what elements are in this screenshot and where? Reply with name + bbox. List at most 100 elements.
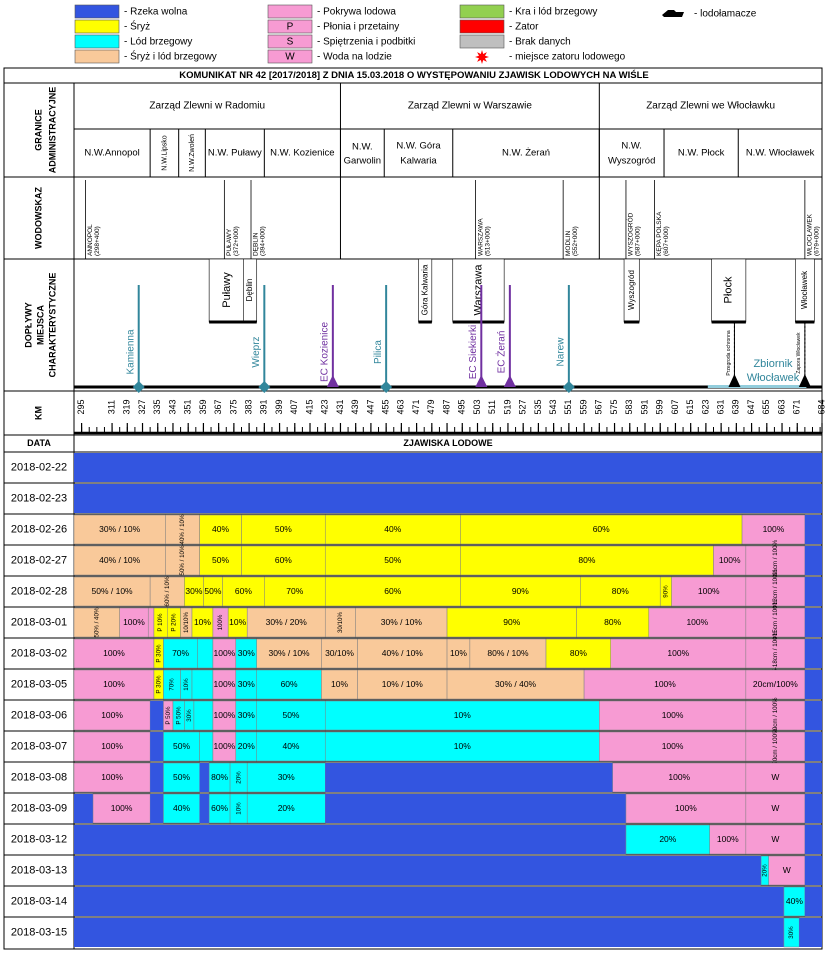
km-tick-label: 447 (365, 399, 375, 414)
segment-label: 30% (185, 586, 202, 596)
day-row: 2018-03-09 100% 40% 60% 10% 20% 100% W (11, 793, 822, 824)
day-date: 2018-02-28 (11, 585, 67, 597)
km-tick-label: 527 (518, 399, 528, 414)
km-tick-label: 663 (776, 399, 786, 414)
km-tick-label: 607 (670, 399, 680, 414)
segment-label: 10% (450, 648, 467, 658)
row-label-km: KM (33, 406, 43, 420)
segment-label: 30% (238, 710, 255, 720)
km-tick-label: 295 (76, 399, 86, 414)
segment-label: 100% (213, 710, 235, 720)
tributary-label: Wieprz (251, 336, 262, 367)
ice-segment (256, 731, 326, 762)
segment-label: 100% (213, 648, 235, 658)
ice-segment (321, 669, 358, 700)
tributary-label: Kamienna (125, 329, 136, 374)
ice-segment (74, 918, 784, 947)
nadzor-label: N.W. Włocławek (746, 148, 815, 159)
km-tick-label: 567 (594, 399, 604, 414)
wodowskaz-label: WARSZAWA (477, 218, 484, 256)
segment-label: 30% / 10% (381, 617, 423, 627)
ice-segment (469, 638, 547, 669)
legend-swatch (74, 19, 120, 34)
km-tick-label: 487 (441, 399, 451, 414)
ice-segment (671, 576, 747, 607)
nadzor-label: N.W. (621, 141, 642, 152)
ice-segment (241, 545, 326, 576)
city-label: Wyszogród (627, 270, 636, 310)
ice-segment (580, 576, 661, 607)
km-tick-label: 511 (487, 400, 497, 414)
legend-label: - Spiętrzenia i podbitki (317, 37, 415, 48)
day-date: 2018-03-07 (11, 740, 67, 752)
segment-label: 10% (454, 741, 471, 751)
ice-segment (150, 794, 164, 823)
zarzad-label: Zarząd Zlewni w Warszawie (408, 101, 533, 112)
reservoir-label: Włocławek (747, 372, 800, 384)
ice-segment (256, 669, 322, 700)
burst-icon (475, 50, 489, 64)
segment-label: 13-15cm / 100% (772, 599, 779, 645)
day-date: 2018-02-23 (11, 492, 67, 504)
wodowskaz-label: WŁOCŁAWEK (807, 213, 814, 256)
km-tick-label: 479 (426, 399, 436, 414)
segment-label: 100% (111, 803, 133, 813)
nadzor-label: N.W. Płock (678, 148, 725, 159)
wodowskaz-label: MODLIN (565, 230, 572, 256)
ice-segment (74, 887, 784, 916)
segment-label: 60% (275, 555, 292, 565)
segment-label: 15-18cm / 100% (772, 630, 779, 676)
nadzor-label: N.W.Zwoleń (189, 134, 196, 172)
km-tick-label: 543 (548, 399, 558, 414)
ice-segment (193, 700, 214, 731)
segment-label: 10% (194, 617, 211, 627)
km-tick-label: 367 (213, 399, 223, 414)
row-label-wodowskaz: WODOWSKAZ (33, 187, 43, 249)
segment-label: P 10% (157, 613, 164, 632)
segment-label: 100% (123, 617, 145, 627)
legend-swatch (267, 19, 313, 34)
segment-label: 80% (211, 772, 228, 782)
legend-label: - Śryż (124, 20, 150, 33)
legend-label: - Kra i lód brzegowy (509, 7, 597, 18)
day-date: 2018-03-14 (11, 895, 67, 907)
segment-label: 50% / 10% (92, 586, 134, 596)
tributary-marker (132, 381, 145, 393)
legend-swatch (74, 34, 120, 49)
km-tick-label: 599 (655, 399, 665, 414)
ice-segment (324, 576, 461, 607)
day-row: 2018-03-05 100% P 30% 70% 10% 100% 30% 60% 10% 10… (11, 669, 822, 700)
segment-label: 100% (662, 741, 684, 751)
km-tick-label: 551 (563, 399, 573, 414)
ice-segment (804, 577, 822, 606)
power-plant-marker (475, 375, 488, 387)
day-row: 2018-03-13 20% W (11, 855, 822, 886)
day-date: 2018-02-27 (11, 554, 67, 566)
ice-segment (583, 669, 747, 700)
segment-label: 100% (103, 648, 125, 658)
icebreaker-icon (728, 374, 741, 387)
nadzor-label: Wyszogród (608, 156, 655, 167)
day-date: 2018-03-12 (11, 833, 67, 845)
segment-label: 100% (686, 617, 708, 627)
tributary-label: EC Siekierki (468, 325, 479, 379)
legend-swatch (267, 49, 313, 64)
km-tick-label: 399 (274, 399, 284, 414)
tributary-marker (258, 381, 271, 393)
km-tick-label: 311 (106, 400, 116, 414)
ice-segment (804, 887, 822, 916)
wodowskaz-label: (372+000) (233, 226, 240, 256)
chart-title: KOMUNIKAT NR 42 [2017/2018] Z DNIA 15.03… (179, 69, 648, 81)
segment-label: 20% (762, 864, 769, 877)
wodowskaz-label: DĘBLIN (253, 232, 260, 256)
legend-swatch (459, 34, 505, 49)
km-tick-label: 535 (533, 399, 543, 414)
segment-label: 60% (235, 586, 252, 596)
segment-label: 50% / 10% (179, 545, 186, 575)
nadzor-label: N.W. Puławy (208, 148, 262, 159)
ice-segment (324, 545, 461, 576)
km-tick-label: 575 (609, 399, 619, 414)
ice-segment (222, 576, 265, 607)
ice-segment (73, 669, 155, 700)
ice-segment (256, 638, 322, 669)
